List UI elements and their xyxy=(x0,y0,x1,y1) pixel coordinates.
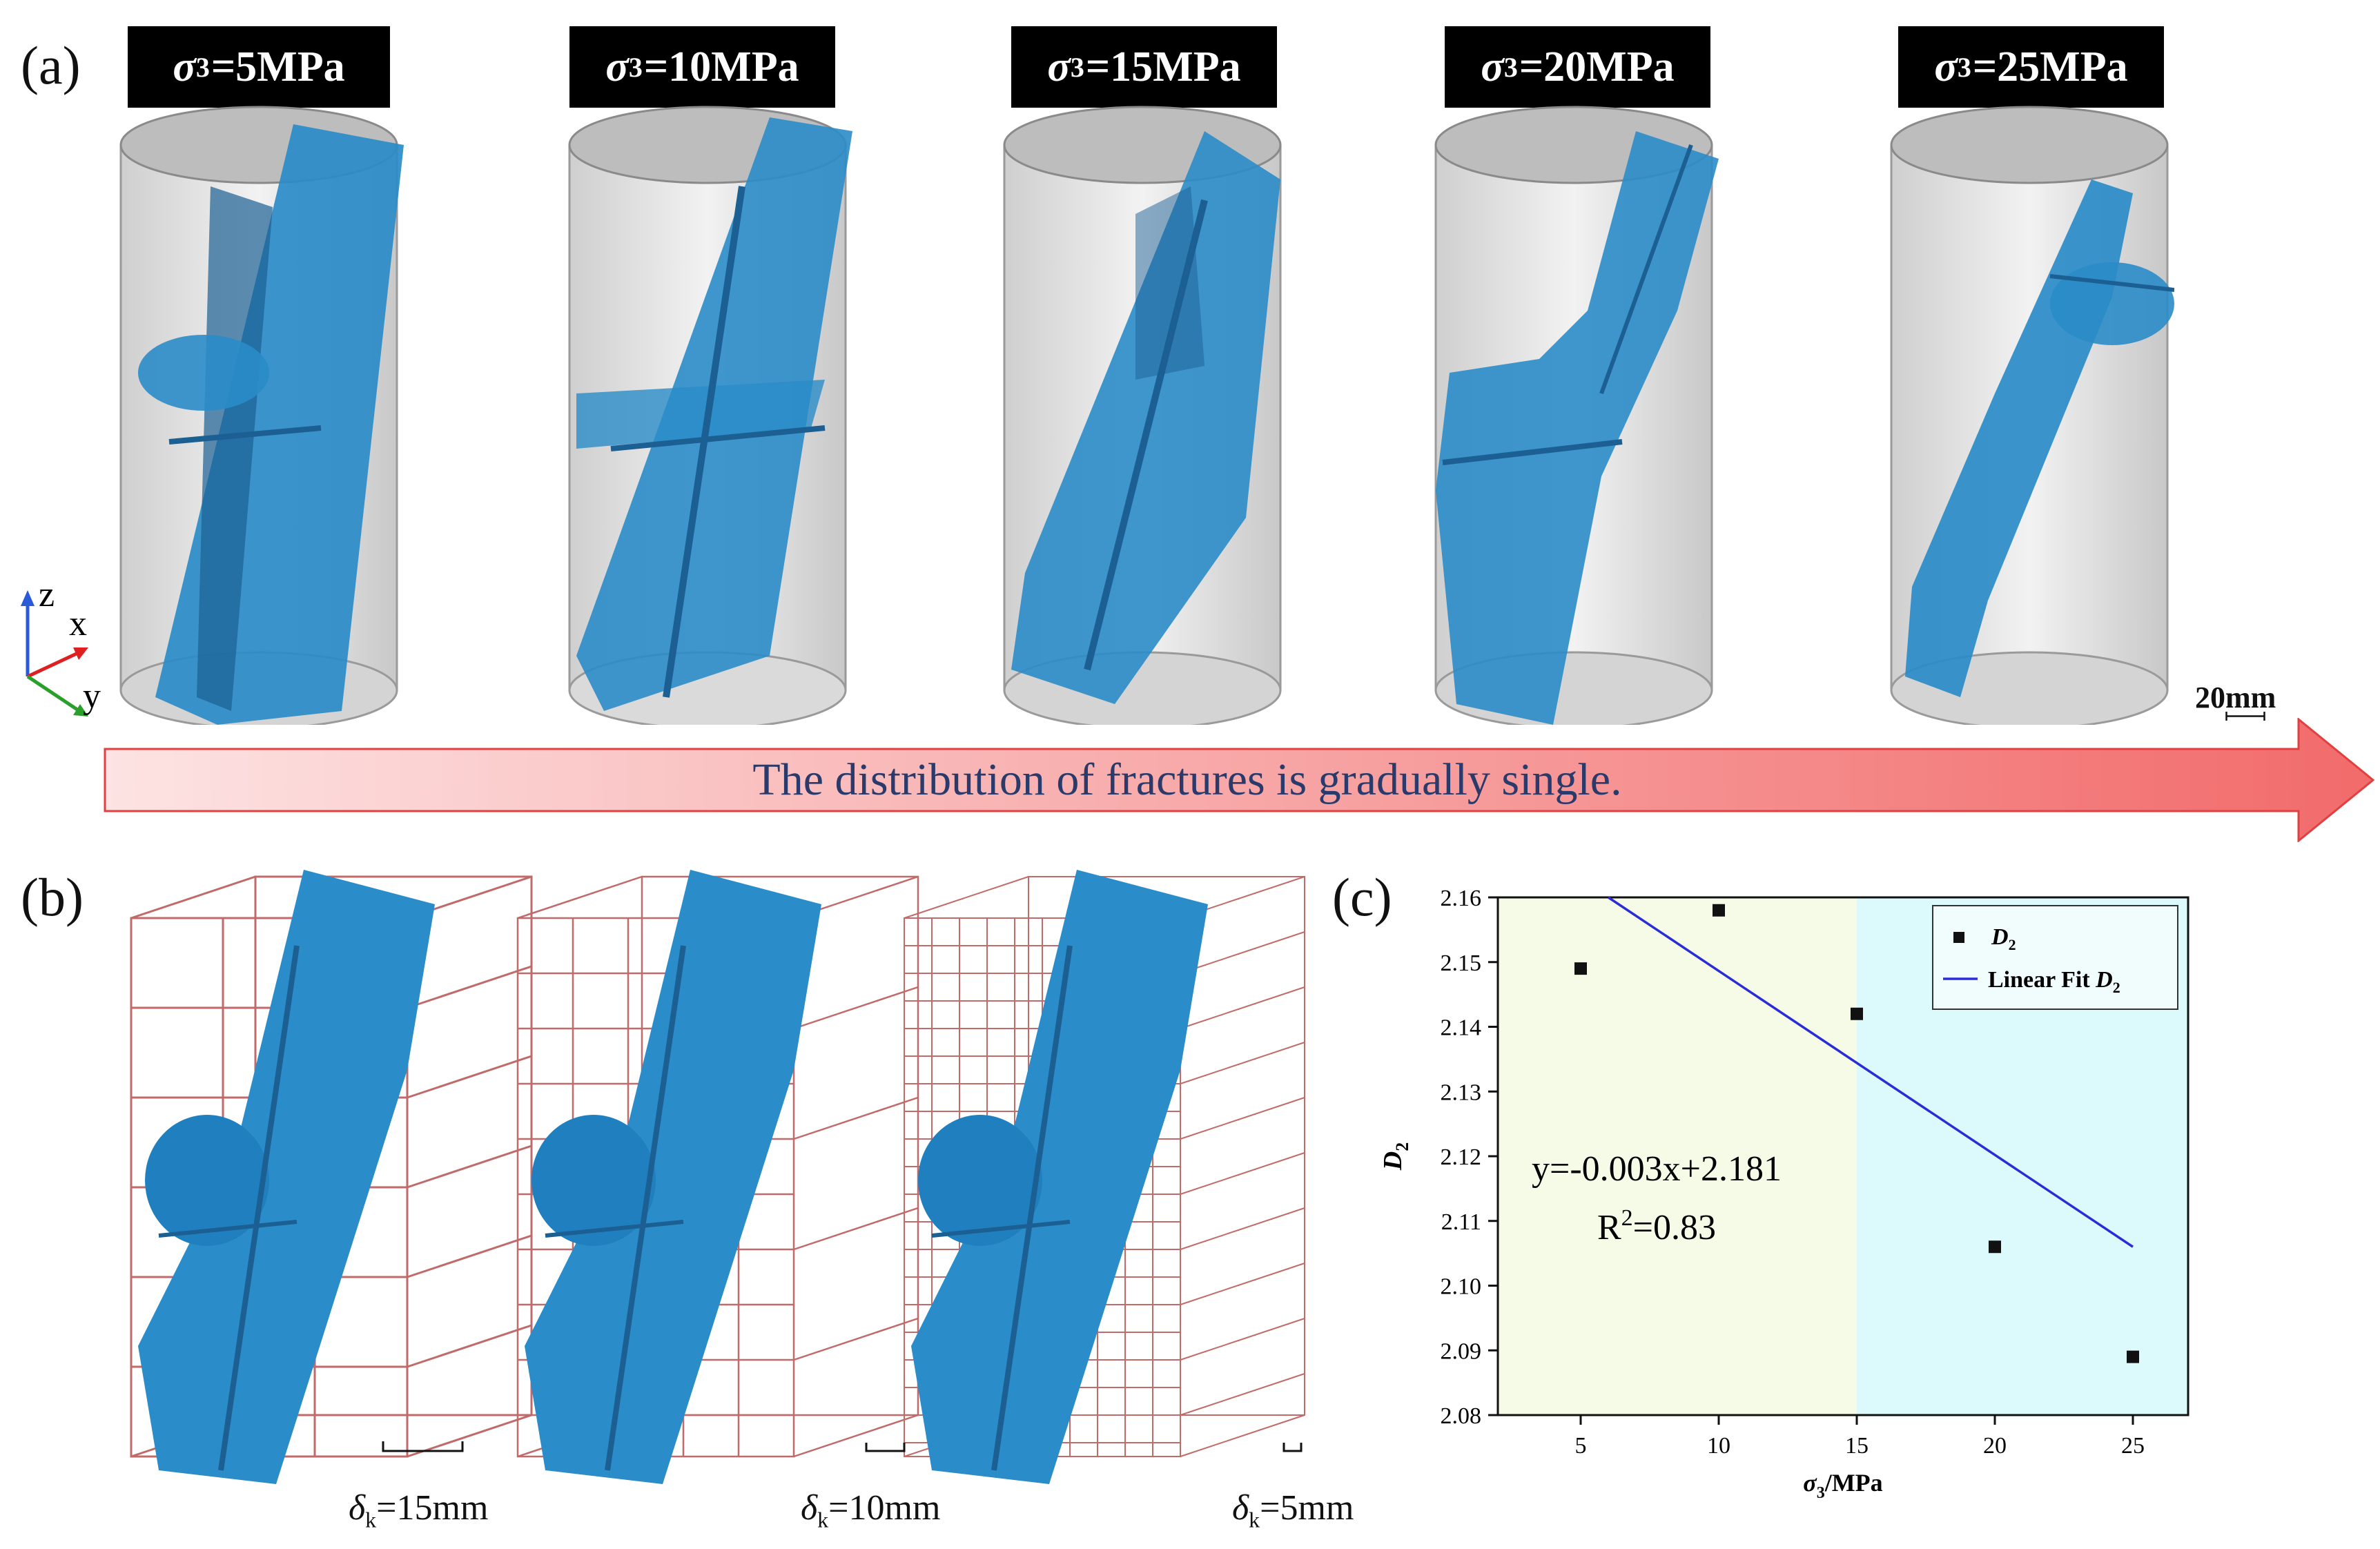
stress-tag-15: σ 3 =15MPa xyxy=(1011,26,1277,108)
shaded-region-1 xyxy=(1498,897,1857,1415)
stress-tag-10: σ 3 =10MPa xyxy=(569,26,835,108)
panel-label-a: (a) xyxy=(21,35,81,95)
y-tick-label: 2.13 xyxy=(1441,1080,1482,1105)
axes-triad: z x y xyxy=(21,580,101,717)
x-tick-label: 5 xyxy=(1575,1433,1587,1459)
x-axis-label: σ3/MPa xyxy=(1803,1469,1882,1502)
axis-z-label: z xyxy=(39,580,55,614)
fractal-dimension-chart: 5 10 15 20 25 2.08 2.09 2.10 2.11 2.12 2.13 2.14 2.1… xyxy=(1378,886,2189,1502)
box-counting-15mm xyxy=(130,870,533,1484)
data-point-20mpa xyxy=(1989,1240,2001,1254)
specimen-cylinder-15mpa xyxy=(1003,106,1282,725)
stress-tag-25: σ 3 =25MPa xyxy=(1898,26,2164,108)
x-tick-label: 25 xyxy=(2121,1433,2145,1459)
legend-box xyxy=(1932,905,2178,1010)
fit-equation: y=-0.003x+2.181 xyxy=(1532,1149,1782,1189)
y-tick-label: 2.08 xyxy=(1441,1403,1482,1429)
y-tick-label: 2.14 xyxy=(1441,1015,1482,1041)
specimen-cylinder-10mpa xyxy=(568,106,852,725)
box-size-label-15mm: δk=15mm xyxy=(349,1488,489,1532)
data-point-25mpa xyxy=(2127,1350,2139,1363)
linear-fit-line xyxy=(1608,896,2134,1248)
trend-arrow: The distribution of fractures is gradual… xyxy=(104,718,2374,842)
y-tick-label: 2.15 xyxy=(1441,951,1482,976)
box-size-label-5mm: δk=5mm xyxy=(1232,1488,1354,1532)
data-point-15mpa xyxy=(1851,1007,1863,1020)
x-tick-label: 10 xyxy=(1707,1433,1730,1459)
specimen-cylinder-25mpa xyxy=(1890,106,2174,725)
specimen-cylinder-20mpa xyxy=(1434,106,1719,725)
x-tick-label: 20 xyxy=(1983,1433,2007,1459)
y-tick-label: 2.09 xyxy=(1441,1338,1482,1364)
axis-y-label: y xyxy=(83,676,101,716)
panel-label-c: (c) xyxy=(1332,867,1392,927)
legend-marker-d2 xyxy=(1953,932,1964,943)
trend-arrow-text: The distribution of fractures is gradual… xyxy=(752,754,1622,805)
box-size-brackets xyxy=(382,1441,1303,1452)
box-counting-5mm xyxy=(904,870,1305,1484)
legend-label-fit: Linear Fit D2 xyxy=(1988,967,2120,996)
scale-bar xyxy=(2225,712,2265,721)
stress-tag-20: σ 3 =20MPa xyxy=(1445,26,1710,108)
specimen-cylinder-5mpa xyxy=(119,106,404,725)
y-tick-label: 2.12 xyxy=(1441,1144,1482,1170)
panel-label-b: (b) xyxy=(21,867,84,927)
y-axis-label: D2 xyxy=(1378,1142,1412,1171)
x-tick-label: 15 xyxy=(1845,1433,1869,1459)
data-point-5mpa xyxy=(1574,962,1587,975)
stress-tag-5: σ 3 =5MPa xyxy=(128,26,390,108)
legend-label-d2: D2 xyxy=(1991,924,2016,953)
box-counting-10mm xyxy=(516,870,919,1484)
box-size-label-10mm: δk=10mm xyxy=(801,1488,941,1532)
fit-r-squared: R2=0.83 xyxy=(1597,1205,1716,1247)
scale-bar-label: 20mm xyxy=(2195,681,2276,714)
y-tick-label: 2.16 xyxy=(1441,886,1482,911)
y-tick-label: 2.11 xyxy=(1441,1209,1481,1235)
y-tick-label: 2.10 xyxy=(1441,1274,1482,1300)
axis-x-label: x xyxy=(69,604,87,643)
data-point-10mpa xyxy=(1713,904,1725,917)
